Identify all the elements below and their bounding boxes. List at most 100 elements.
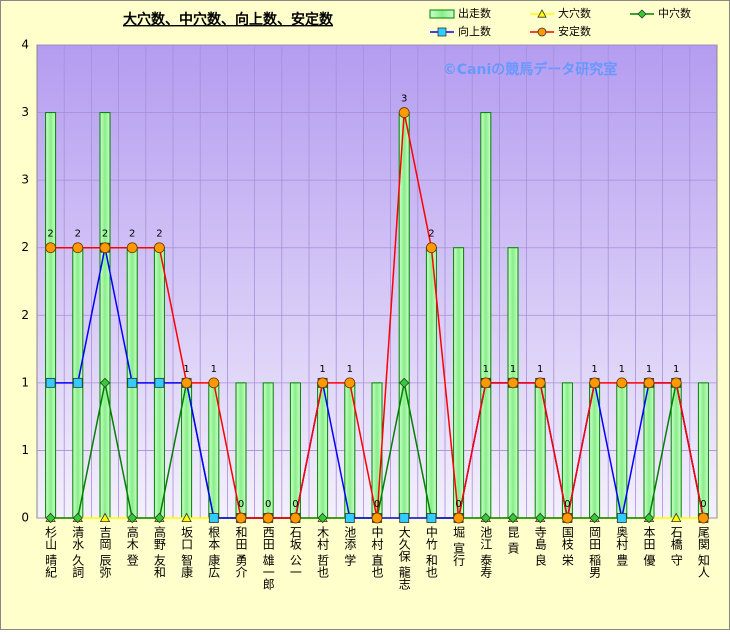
x-tick-label: 木村 哲也 [316,526,330,578]
y-tick-label: 4 [21,38,29,52]
data-label: 1 [673,364,679,375]
marker [426,513,437,523]
data-label: 1 [646,364,652,375]
marker [534,377,546,389]
bar [262,382,274,519]
x-tick-label: 尾関 知人 [696,526,710,578]
watermark: ©Caniの競馬データ研究室 [443,61,618,78]
marker [535,512,546,524]
marker [99,377,111,388]
data-label: 3 [401,94,407,105]
legend-label: 中穴数 [658,6,691,20]
marker [399,513,410,523]
bar [99,112,111,519]
marker [72,242,84,254]
marker [127,512,138,524]
marker [399,377,410,388]
marker [344,513,355,523]
x-tick-label: 杉山 晴紀 [44,526,58,578]
x-tick-label: 高野 友和 [152,525,166,578]
x-tick-label: 昆 貢 [506,526,520,555]
marker [126,242,138,254]
marker [616,513,627,523]
marker [235,512,247,524]
x-tick-label: 中竹 和也 [424,525,438,578]
marker [698,512,709,524]
marker [589,512,600,524]
x-tick-label: 西田 雄一郎 [261,526,275,590]
x-tick-label: 堀 宣行 [452,525,466,566]
data-label: 1 [537,364,543,375]
bar [45,112,57,519]
data-label: 0 [700,499,706,510]
marker [99,242,111,254]
marker [127,377,138,388]
x-tick-label: 石橋 守 [669,526,683,566]
x-tick-label: 池江 泰寿 [479,526,493,578]
legend-swatch [429,9,455,19]
marker [181,512,192,522]
marker [507,377,519,389]
marker [45,242,56,254]
marker [317,512,328,524]
x-tick-label: 根本 康広 [207,526,221,578]
marker [671,512,682,522]
legend-label: 出走数 [458,6,491,20]
data-label: 2 [156,229,162,240]
x-tick-label: 石坂 公一 [288,526,302,578]
legend-label: 大穴数 [558,6,591,20]
data-label: 1 [510,364,516,375]
data-label: 1 [183,364,189,375]
data-label: 2 [102,229,108,240]
marker [643,377,655,389]
x-tick-label: 清水 久詞 [71,526,85,578]
data-label: 2 [428,229,434,240]
x-tick-label: 坂口 智康 [180,526,194,578]
x-tick-label: 国枝 栄 [560,526,574,566]
chart-title: 大穴数、中穴数、向上数、安定数 [123,11,334,28]
data-label: 0 [564,499,570,510]
bar [480,112,492,519]
x-tick-label: 岡田 稲男 [588,526,602,578]
data-label: 1 [347,364,353,375]
marker [154,512,165,524]
data-label: 0 [238,499,244,510]
marker [398,107,410,118]
marker [453,512,465,524]
data-label: 1 [619,364,625,375]
data-label: 0 [265,499,271,510]
marker [208,513,219,523]
marker [480,512,491,524]
marker [643,512,655,524]
marker [562,512,573,524]
data-label: 1 [319,364,325,375]
data-label: 1 [483,364,489,375]
y-tick-label: 2 [21,308,29,322]
x-tick-label: 中村 直也 [370,525,384,578]
data-label: 0 [455,499,461,510]
y-tick-label: 1 [21,443,29,457]
legend-label: 向上数 [458,24,491,38]
marker [480,377,492,389]
x-tick-label: 吉岡 辰弥 [98,526,112,578]
marker [181,377,193,389]
x-tick-label: 本田 優 [642,526,656,567]
marker [154,377,165,388]
marker [72,512,83,524]
data-label: 2 [47,229,53,240]
x-tick-label: 高木 登 [125,525,139,566]
data-label: 1 [211,364,217,375]
marker [616,377,628,389]
marker [344,377,356,389]
legend-marker [437,27,447,37]
marker [507,512,519,524]
marker [371,512,383,524]
marker [317,377,329,389]
marker [589,377,600,389]
marker [670,377,682,389]
data-label: 0 [292,499,298,510]
legend-label: 安定数 [558,24,591,38]
x-tick-label: 和田 勇介 [234,526,248,578]
marker [45,512,56,524]
